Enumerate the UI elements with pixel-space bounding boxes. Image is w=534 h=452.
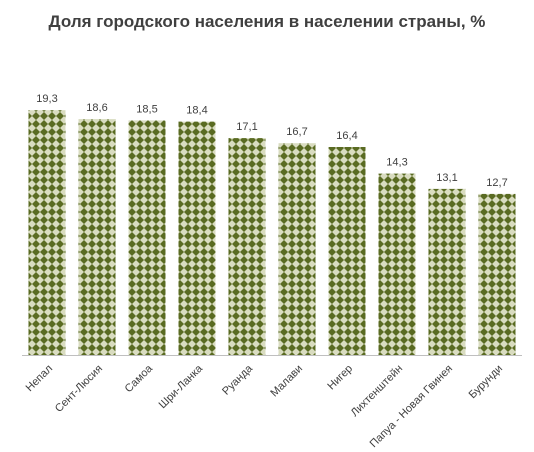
bar (128, 120, 166, 356)
value-labels-layer: 19,3 18,6 18,5 18,4 17,1 16,7 16,4 14,3 13,1 12,7 (36, 93, 507, 189)
category-label: Руанда (220, 362, 256, 398)
data-label: 19,3 (36, 93, 57, 105)
bar (378, 173, 416, 355)
data-label: 18,6 (86, 102, 107, 114)
data-label: 12,7 (486, 177, 507, 189)
category-label: Малави (268, 363, 305, 400)
bar (78, 119, 116, 355)
data-label: 14,3 (386, 157, 407, 169)
category-label: Непал (24, 363, 56, 395)
category-label: Нигер (325, 363, 355, 393)
category-label: Самоа (123, 362, 156, 395)
data-label: 18,4 (186, 105, 207, 117)
data-label: 17,1 (236, 121, 257, 133)
category-label: Лихтенштейн (349, 363, 406, 420)
chart-title: Доля городского населения в населении ст… (48, 12, 486, 31)
bar (178, 121, 216, 355)
bar (228, 138, 266, 355)
data-label: 16,7 (286, 126, 307, 138)
bar (328, 147, 366, 355)
category-label: Сент-Люсия (53, 363, 105, 415)
bars-layer (28, 110, 516, 356)
bar (478, 193, 516, 355)
data-label: 13,1 (436, 172, 457, 184)
bar (428, 188, 466, 355)
bar (28, 110, 66, 355)
data-label: 18,5 (136, 103, 157, 115)
category-label: Шри-Ланка (157, 362, 206, 411)
category-label: Бурунди (467, 363, 506, 402)
data-label: 16,4 (336, 130, 357, 142)
bar (278, 143, 316, 355)
category-label: Папуа - Новая Гвинея (368, 363, 455, 450)
